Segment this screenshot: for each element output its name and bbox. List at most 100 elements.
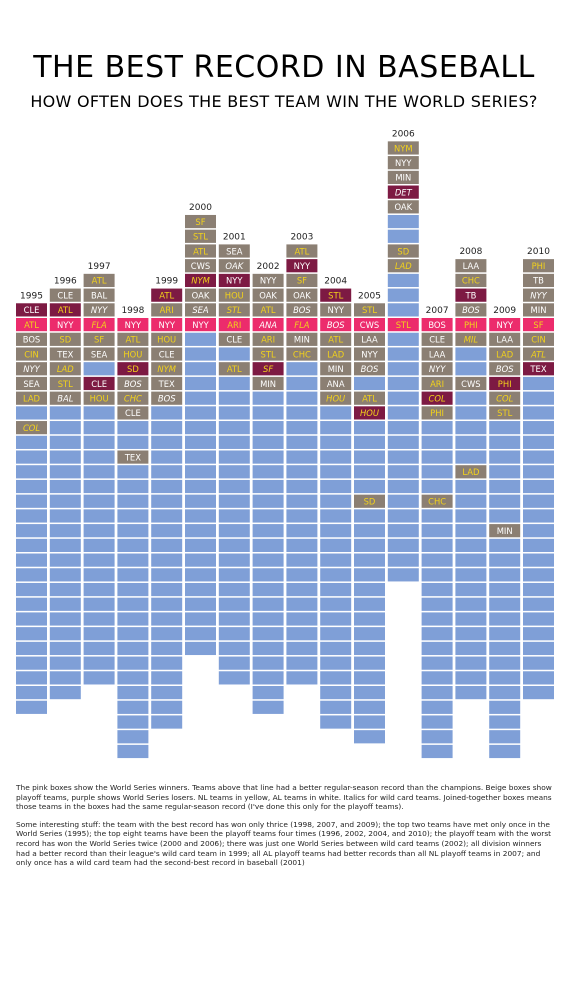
- team-label: SF: [533, 320, 543, 330]
- team-box-nyy: [320, 303, 352, 317]
- season-column-1998: 1998 NYY ATL HOU SD BOS CHC CLE TEX: [117, 306, 149, 759]
- team-box: [218, 656, 250, 670]
- team-box: [49, 465, 81, 479]
- team-box: [421, 627, 453, 641]
- season-column-2010: 2010 PHI TB NYY MIN SF CIN ATL TEX: [523, 247, 554, 700]
- team-box: [523, 391, 554, 405]
- team-box-oak: [252, 288, 284, 302]
- team-box: [16, 553, 47, 567]
- year-label: 2000: [189, 203, 212, 213]
- team-label: CWS: [360, 320, 379, 330]
- team-box: [387, 553, 419, 567]
- team-box: [455, 597, 487, 611]
- team-label: LAA: [429, 349, 446, 359]
- team-label: LAD: [327, 349, 344, 359]
- team-box: [252, 391, 284, 405]
- team-box: [218, 421, 250, 435]
- team-box-chc: [117, 391, 149, 405]
- team-label: OAK: [192, 290, 210, 300]
- team-box: [320, 406, 352, 420]
- team-box: [16, 686, 47, 700]
- team-box: [151, 450, 183, 464]
- team-box-stl: [185, 229, 216, 243]
- team-box: [286, 597, 318, 611]
- team-box-atl: [151, 288, 183, 302]
- team-box-lad: [489, 347, 521, 361]
- team-box-laa: [421, 347, 453, 361]
- team-box: [320, 494, 352, 508]
- team-box: [286, 641, 318, 656]
- team-box-cle: [49, 288, 81, 302]
- team-label: NYM: [157, 364, 176, 374]
- team-box: [252, 465, 284, 479]
- team-box: [83, 465, 115, 479]
- team-box: [489, 553, 521, 567]
- team-box-sf: [252, 362, 284, 376]
- team-box: [218, 391, 250, 405]
- team-box: [117, 421, 149, 435]
- team-box-atl: [218, 362, 250, 376]
- team-box: [354, 568, 385, 582]
- team-box: [387, 214, 419, 229]
- team-label: BOS: [293, 305, 311, 315]
- team-box-nyy: [83, 303, 115, 317]
- team-box-atl: [523, 347, 554, 361]
- team-box: [354, 509, 385, 523]
- team-box: [455, 627, 487, 641]
- season-column-2002: 2002 NYY OAK ATL ANA ARI STL SF MIN: [252, 262, 284, 714]
- team-box: [218, 524, 250, 538]
- team-box: [49, 435, 81, 449]
- team-box: [185, 524, 216, 538]
- team-label: OAK: [225, 261, 244, 271]
- team-box-bal: [83, 288, 115, 302]
- team-label: MIL: [464, 335, 479, 345]
- team-box: [523, 597, 554, 611]
- team-box: [421, 715, 453, 729]
- team-box: [455, 347, 487, 361]
- team-box: [151, 671, 183, 685]
- team-box: [151, 656, 183, 670]
- team-box-nyy: [252, 273, 284, 288]
- year-label: 2002: [257, 262, 280, 272]
- team-box: [455, 450, 487, 464]
- team-box: [117, 582, 149, 597]
- team-label: STL: [261, 349, 276, 359]
- team-label: ATL: [159, 290, 174, 300]
- team-label: SEA: [226, 246, 243, 256]
- team-box: [185, 641, 216, 656]
- team-box: [489, 509, 521, 523]
- team-box: [387, 406, 419, 420]
- chart-title: THE BEST RECORD IN BASEBALL: [33, 50, 535, 85]
- team-box: [523, 406, 554, 420]
- team-box: [83, 627, 115, 641]
- team-box: [320, 509, 352, 523]
- team-box: [218, 509, 250, 523]
- season-column-2004: 2004 STL NYY BOS ATL LAD MIN ANA HOU: [320, 277, 352, 729]
- season-column-2000: 2000 SF STL ATL CWS NYM OAK SEA NYY: [185, 203, 216, 656]
- team-box: [151, 509, 183, 523]
- team-label: CLE: [159, 349, 175, 359]
- team-box-hou: [83, 391, 115, 405]
- team-box: [151, 612, 183, 626]
- team-box: [16, 435, 47, 449]
- team-box-cws: [455, 376, 487, 391]
- team-box-tex: [151, 376, 183, 391]
- team-label: ATL: [58, 305, 73, 315]
- team-box: [421, 597, 453, 611]
- team-box: [354, 627, 385, 641]
- team-label: LAD: [462, 467, 479, 477]
- team-box-min: [286, 332, 318, 346]
- team-box: [387, 524, 419, 538]
- team-box: [218, 568, 250, 582]
- team-box: [49, 612, 81, 626]
- team-label: SD: [59, 335, 71, 345]
- team-box-sd: [117, 362, 149, 376]
- team-box: [387, 347, 419, 361]
- team-box-ari: [421, 376, 453, 391]
- team-box: [286, 656, 318, 670]
- team-box: [49, 686, 81, 700]
- team-box: [489, 671, 521, 685]
- team-box: [523, 641, 554, 656]
- team-box: [185, 597, 216, 611]
- team-box: [320, 524, 352, 538]
